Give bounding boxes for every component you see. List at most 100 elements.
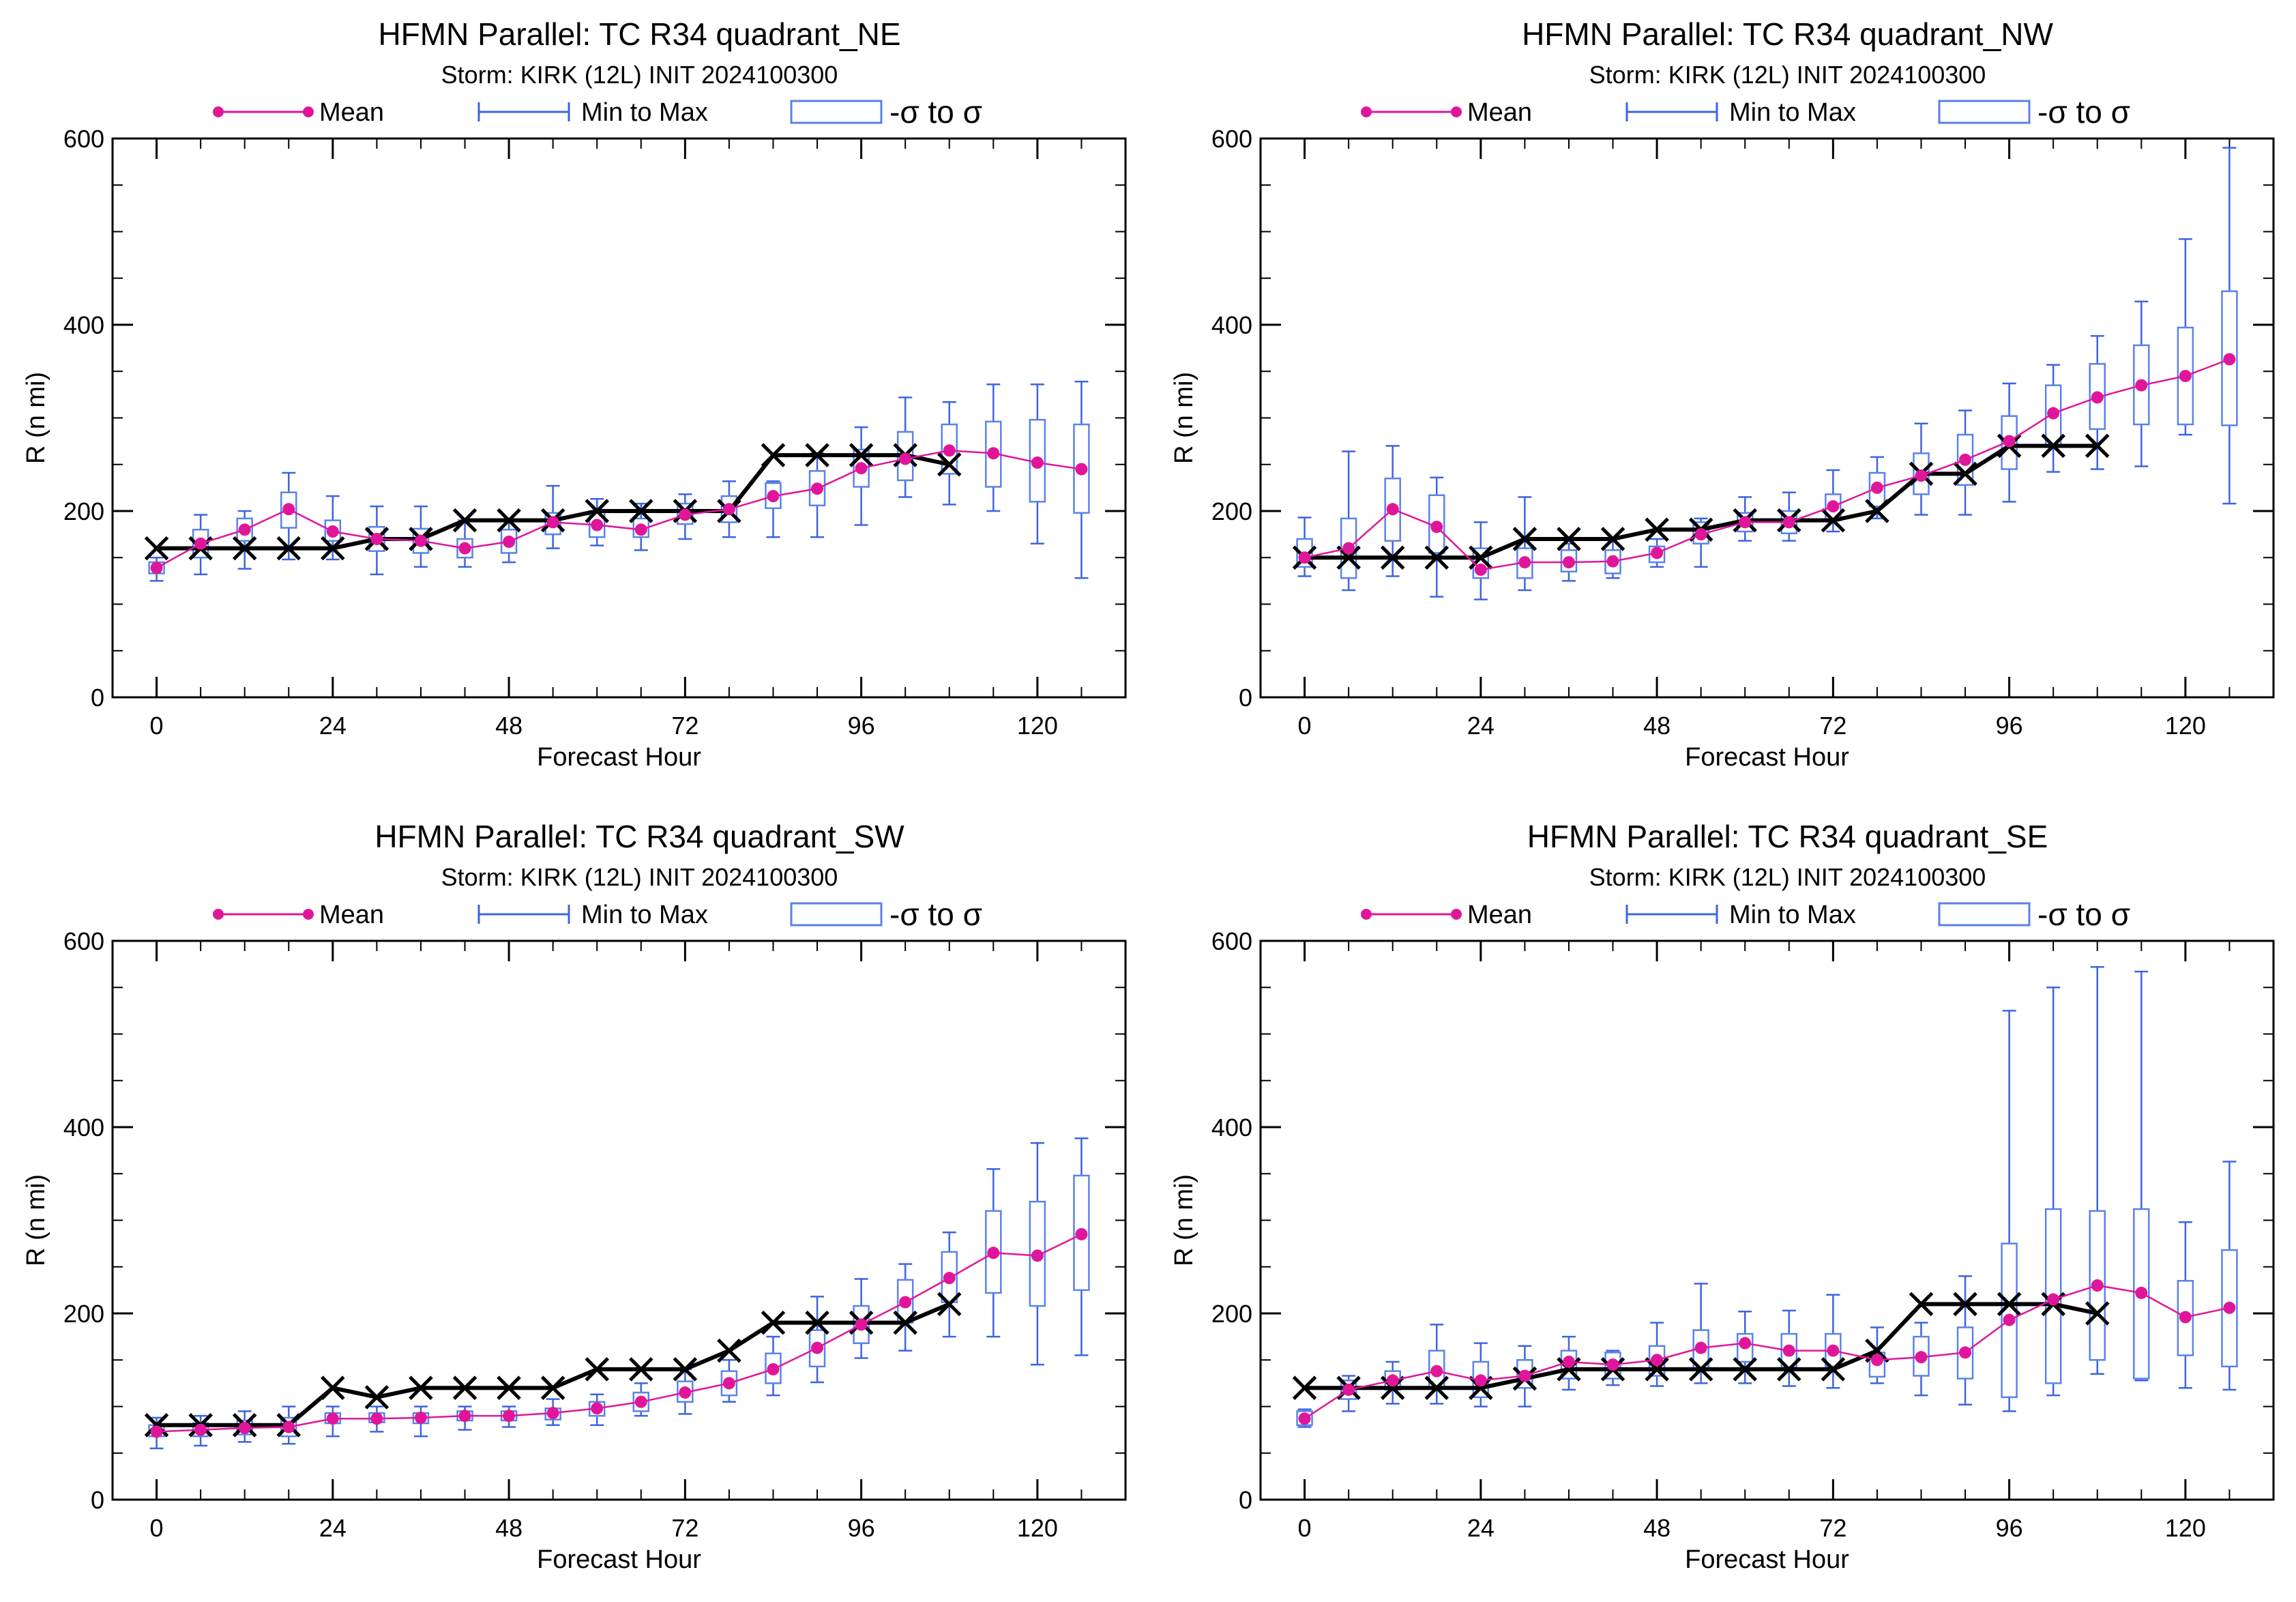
mean-point: [855, 462, 868, 475]
best-track-x-stroke: [1380, 545, 1405, 570]
mean-point: [1031, 1249, 1044, 1262]
chart-subtitle: Storm: KIRK (12L) INIT 2024100300: [441, 61, 838, 89]
legend-sigma-label: -σ to σ: [2037, 94, 2130, 130]
sigma-box: [1296, 1410, 1313, 1427]
y-tick-label: 400: [1211, 1113, 1252, 1141]
box-whisker: [765, 1335, 782, 1397]
x-tick-label: 72: [1819, 712, 1846, 740]
mean-point: [855, 1318, 868, 1331]
best-track-x-stroke: [2085, 433, 2110, 458]
mean-point: [414, 534, 427, 547]
sigma-box: [500, 529, 518, 554]
sigma-box: [2177, 1279, 2194, 1356]
sigma-box: [2001, 1242, 2018, 1399]
best-track-marker: [540, 1375, 565, 1400]
mean-point: [2003, 1313, 2016, 1326]
legend-minmax-label: Min to Max: [1729, 98, 1856, 127]
box-whisker: [1296, 516, 1313, 577]
mean-point: [1915, 469, 1928, 482]
best-track-x-stroke: [849, 443, 874, 467]
mean-point: [194, 1423, 207, 1436]
y-tick-label: 400: [63, 311, 104, 339]
box-whisker: [1029, 1141, 1046, 1366]
chart-panel-2: HFMN Parallel: TC R34 quadrant_NW Storm: …: [1170, 16, 2275, 772]
mean-point: [1342, 542, 1355, 555]
mean-point: [1739, 1337, 1752, 1350]
best-track-marker: [1645, 1357, 1669, 1382]
box-whisker: [2089, 335, 2106, 470]
mean-point: [1827, 1344, 1840, 1357]
best-track-marker: [1512, 527, 1537, 551]
mean-point: [1739, 516, 1752, 529]
legend-mean-label: Mean: [319, 901, 384, 929]
mean-point: [767, 490, 780, 503]
mean-point: [1606, 1358, 1619, 1371]
best-track-x-stroke: [1865, 499, 1889, 523]
best-track-x-stroke: [937, 1292, 962, 1317]
best-track-marker: [1600, 527, 1625, 551]
best-track-x-stroke: [144, 1413, 169, 1438]
mean-point: [811, 1341, 824, 1354]
x-axis-label: Forecast Hour: [537, 1545, 701, 1574]
sigma-box: [985, 1210, 1002, 1294]
x-tick-label: 96: [848, 1514, 875, 1542]
legend-minmax-label: Min to Max: [581, 901, 708, 929]
mean-point: [591, 519, 604, 531]
y-tick-label: 200: [1211, 497, 1252, 525]
mean-point: [1474, 563, 1487, 576]
best-track-x-stroke: [497, 508, 521, 533]
best-track-marker: [1821, 1357, 1846, 1382]
box-whisker: [280, 1406, 297, 1445]
best-track-marker: [849, 443, 874, 467]
x-tick-label: 0: [150, 1514, 164, 1542]
sigma-box: [2221, 290, 2238, 426]
mean-point: [634, 1395, 647, 1408]
x-axis-label: Forecast Hour: [1685, 1545, 1849, 1574]
best-track-marker: [1557, 527, 1581, 551]
best-track-x-stroke: [2085, 1301, 2110, 1326]
mean-point: [458, 542, 471, 555]
mean-point: [458, 1410, 471, 1423]
x-tick-label: 120: [2165, 1514, 2206, 1542]
mean-point: [1430, 521, 1443, 534]
best-track-x-stroke: [1424, 1375, 1449, 1400]
chart-subtitle: Storm: KIRK (12L) INIT 2024100300: [1589, 61, 1986, 89]
best-track-x-stroke: [761, 443, 786, 467]
best-track-marker: [321, 536, 345, 561]
x-tick-label: 48: [495, 1514, 523, 1542]
y-axis-label: R (n mi): [22, 372, 50, 464]
best-track-marker: [1733, 1357, 1757, 1382]
x-tick-label: 96: [1996, 1514, 2023, 1542]
best-track-x-stroke: [540, 1375, 565, 1400]
mean-point: [1518, 556, 1531, 569]
box-whisker: [2001, 382, 2018, 503]
box-whisker: [2177, 238, 2194, 436]
sigma-box: [1736, 1332, 1754, 1363]
mean-point: [370, 1412, 383, 1425]
box-whisker: [1604, 1350, 1621, 1386]
best-track-x-stroke: [629, 1357, 653, 1382]
sigma-box: [1560, 549, 1578, 572]
best-track-x-stroke: [893, 1310, 917, 1335]
best-track-marker: [761, 443, 786, 467]
legend-mean-marker: [1451, 909, 1462, 920]
best-track-marker: [1380, 1375, 1405, 1400]
sigma-box: [1073, 1174, 1090, 1292]
x-tick-label: 72: [671, 1514, 698, 1542]
box-whisker: [544, 484, 561, 549]
mean-line: [156, 1233, 1082, 1433]
mean-point: [2091, 391, 2104, 404]
legend-mean-marker: [1451, 106, 1462, 117]
best-track-marker: [805, 443, 829, 467]
x-tick-label: 72: [1819, 1514, 1846, 1542]
y-axis-label: R (n mi): [1170, 372, 1198, 464]
best-track-marker: [717, 1338, 741, 1363]
best-track-x-stroke: [585, 1357, 609, 1382]
mean-point: [1959, 1346, 1972, 1359]
mean-point: [503, 536, 516, 549]
best-track-marker: [1292, 1375, 1317, 1400]
y-tick-label: 600: [63, 125, 104, 153]
box-whisker: [632, 1382, 650, 1417]
